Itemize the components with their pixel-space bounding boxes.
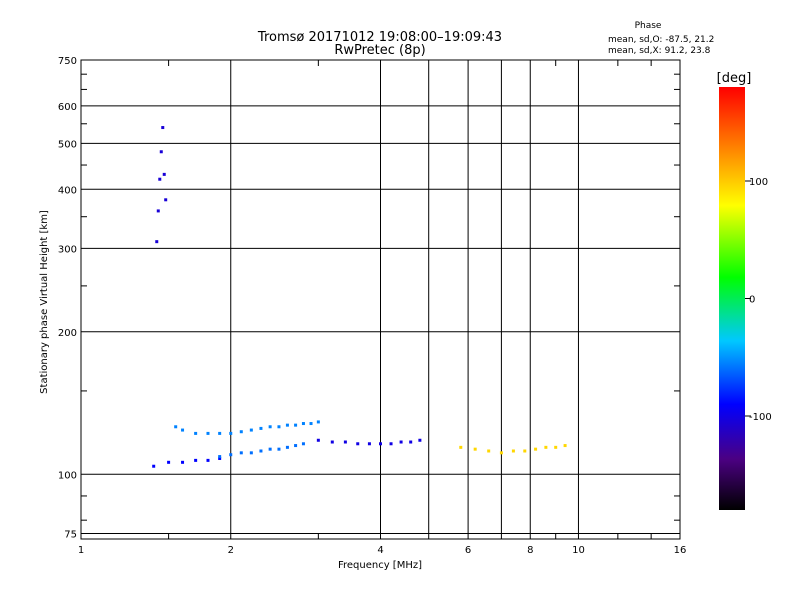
echo-point <box>285 445 289 449</box>
colorbar-ticks: 100 0 -100 <box>745 177 772 423</box>
y-tick-label: 600 <box>58 102 77 113</box>
echo-point <box>194 458 198 462</box>
y-tick-label: 200 <box>58 328 77 339</box>
echo-point <box>155 240 159 244</box>
x-tick-label: 8 <box>527 545 533 556</box>
echo-point <box>523 449 527 453</box>
echo-point <box>158 177 162 181</box>
echo-point <box>511 449 515 453</box>
echo-point <box>301 422 305 426</box>
echo-point <box>301 442 305 446</box>
echo-point <box>285 423 289 427</box>
colorbar-tick-label: 0 <box>749 295 755 306</box>
stats-o-line: mean, sd,O: -87.5, 21.2 <box>608 35 714 45</box>
y-axis-label: Stationary phase Virtual Height [km] <box>39 210 50 394</box>
x-tick-label: 6 <box>465 545 471 556</box>
echo-point <box>534 447 538 451</box>
echo-point <box>487 449 491 453</box>
x-tick-label: 4 <box>377 545 383 556</box>
echo-point <box>181 428 185 432</box>
x-axis-label: Frequency [MHz] <box>338 560 422 571</box>
echo-point <box>399 440 403 444</box>
echo-point <box>389 442 393 446</box>
y-tick-label: 75 <box>64 529 77 540</box>
colorbar <box>719 87 745 510</box>
echo-point <box>161 126 165 130</box>
echo-point <box>563 444 567 448</box>
echo-point <box>206 431 210 435</box>
echo-point <box>316 438 320 442</box>
echo-point <box>544 445 548 449</box>
echo-point <box>159 150 163 154</box>
echo-point <box>268 425 272 429</box>
x-tick-label: 10 <box>572 545 585 556</box>
y-tick-label: 750 <box>58 56 77 67</box>
y-tick-label: 400 <box>58 185 77 196</box>
echo-point <box>229 453 233 457</box>
echo-point <box>459 445 463 449</box>
echo-point <box>181 460 185 464</box>
echo-point <box>277 447 281 451</box>
echo-point <box>316 420 320 424</box>
chart-title: Tromsø 20171012 19:08:00–19:09:43 <box>257 30 502 45</box>
x-tick-label: 2 <box>228 545 234 556</box>
echo-point <box>473 447 477 451</box>
x-tick-label: 16 <box>674 545 687 556</box>
echo-point <box>409 440 413 444</box>
echo-point <box>249 428 253 432</box>
echo-point <box>277 425 281 429</box>
colorbar-tick-label: -100 <box>749 412 772 423</box>
echo-point <box>167 460 171 464</box>
echo-point <box>259 449 263 453</box>
colorbar-tick-label: 100 <box>749 177 768 188</box>
echo-point <box>356 442 360 446</box>
y-tick-label: 500 <box>58 139 77 150</box>
echo-point <box>294 423 298 427</box>
echo-point <box>194 431 198 435</box>
echo-point <box>174 425 178 429</box>
echo-point <box>367 442 371 446</box>
echo-point <box>218 456 222 460</box>
echo-point <box>259 426 263 430</box>
echo-point <box>330 440 334 444</box>
echo-point <box>164 198 168 202</box>
x-tick-label: 1 <box>78 545 84 556</box>
stats-x-line: mean, sd,X: 91.2, 23.8 <box>608 46 711 56</box>
echo-point <box>218 431 222 435</box>
echo-point <box>294 444 298 448</box>
echo-point <box>218 455 222 459</box>
y-tick-label: 300 <box>58 244 77 255</box>
colorbar-label: [deg] <box>717 71 752 86</box>
y-tick-label: 100 <box>58 470 77 481</box>
plot-area: 1 2 4 6 8 10 16 75 100 200 300 400 500 600 750 <box>58 56 686 556</box>
echo-point <box>162 172 166 176</box>
echo-point <box>229 431 233 435</box>
echo-point <box>249 451 253 455</box>
echo-point <box>554 445 558 449</box>
stats-header: Phase <box>635 21 662 31</box>
echo-point <box>152 464 156 468</box>
echo-point <box>379 442 382 446</box>
chart-subtitle: RwPretec (8p) <box>334 43 425 58</box>
echo-point <box>343 440 347 444</box>
echo-point <box>268 447 272 451</box>
echo-point <box>239 451 243 455</box>
echo-point <box>309 422 313 426</box>
echo-point <box>206 458 210 462</box>
echo-point <box>239 430 243 434</box>
echo-point <box>156 209 160 213</box>
echo-point <box>418 438 422 442</box>
echo-point <box>499 451 503 455</box>
